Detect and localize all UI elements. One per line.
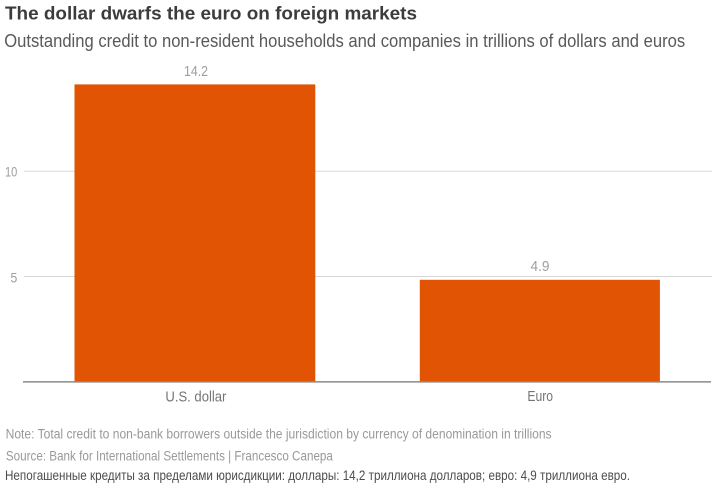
svg-text:Note: Total credit to non-bank: Note: Total credit to non-bank borrowers… [6,427,552,442]
svg-text:U.S. dollar: U.S. dollar [165,389,226,405]
svg-text:5: 5 [11,271,18,286]
svg-text:10: 10 [5,165,18,180]
svg-text:Euro: Euro [527,389,553,405]
svg-text:Source: Bank for International: Source: Bank for International Settlemen… [6,448,333,463]
svg-text:14.2: 14.2 [184,64,208,80]
svg-text:The dollar dwarfs the euro on: The dollar dwarfs the euro on foreign ma… [5,4,417,24]
svg-text:Непогашенные кредиты за предел: Непогашенные кредиты за пределами юрисди… [5,468,630,483]
svg-text:4.9: 4.9 [531,259,550,275]
svg-text:Outstanding credit to non-resi: Outstanding credit to non-resident house… [4,30,685,51]
